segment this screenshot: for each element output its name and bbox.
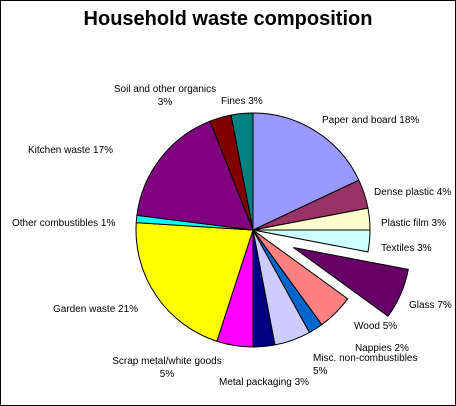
data-label-paper-and-board: Paper and board 18% xyxy=(322,115,419,126)
data-label-misc-non-combustibles: Misc. non-combustibles 5% xyxy=(313,353,417,377)
pie-slice-garden-waste xyxy=(135,222,254,342)
chart-title: Household waste composition xyxy=(83,8,373,30)
pie-slice-textiles xyxy=(252,229,371,253)
pie-slice-kitchen-waste xyxy=(136,120,254,231)
pie-slice-paper-and-board xyxy=(252,112,360,231)
data-label-fines: Fines 3% xyxy=(221,96,263,107)
data-label-soil-and-other-organics: Soil and other organics 3% xyxy=(114,84,216,108)
data-label-textiles: Textiles 3% xyxy=(381,243,432,254)
data-label-plastic-film: Plastic film 3% xyxy=(381,218,446,229)
pie-slice-glass xyxy=(293,246,409,317)
data-label-other-combustibles: Other combustibles 1% xyxy=(12,218,115,229)
data-label-garden-waste: Garden waste 21% xyxy=(53,304,138,315)
data-label-scrap-metal-white-goods: Scrap metal/white goods 5% xyxy=(112,356,222,380)
data-label-wood: Wood 5% xyxy=(354,321,397,332)
data-label-dense-plastic: Dense plastic 4% xyxy=(374,187,451,198)
data-label-kitchen-waste: Kitchen waste 17% xyxy=(28,145,113,156)
pie-slice-fines xyxy=(230,112,254,231)
data-label-nappies: Nappies 2% xyxy=(355,343,409,354)
data-label-glass: Glass 7% xyxy=(409,300,452,311)
data-label-metal-packaging: Metal packaging 3% xyxy=(219,377,309,388)
